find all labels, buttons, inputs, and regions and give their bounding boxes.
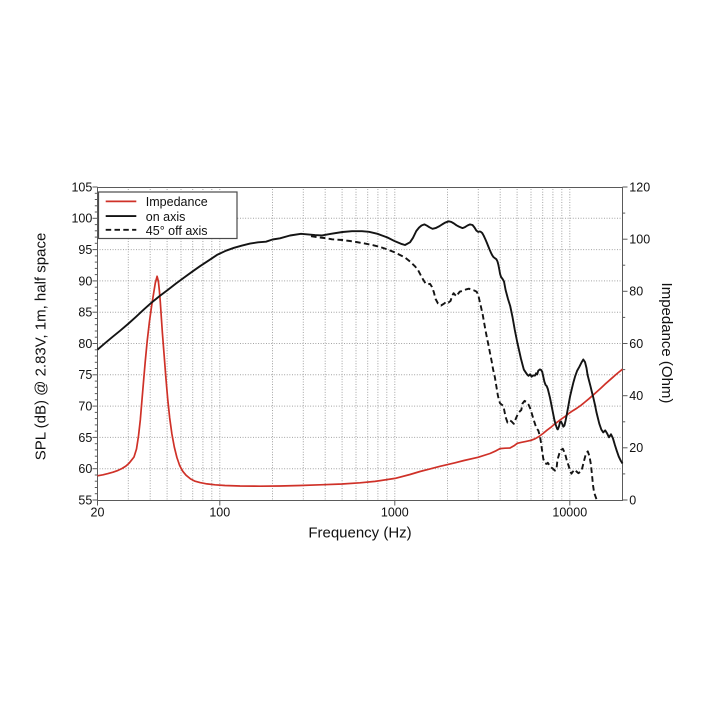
- svg-text:75: 75: [78, 368, 92, 382]
- svg-text:1000: 1000: [381, 506, 409, 520]
- svg-text:80: 80: [78, 337, 92, 351]
- svg-text:Impedance: Impedance: [146, 195, 208, 209]
- svg-text:0: 0: [629, 493, 636, 507]
- svg-text:60: 60: [629, 337, 643, 351]
- svg-text:80: 80: [629, 285, 643, 299]
- svg-text:45° off axis: 45° off axis: [146, 224, 208, 238]
- svg-text:20: 20: [91, 506, 105, 520]
- svg-text:55: 55: [78, 493, 92, 507]
- svg-text:100: 100: [71, 212, 92, 226]
- svg-text:Impedance (Ohm): Impedance (Ohm): [658, 283, 675, 404]
- svg-text:10000: 10000: [552, 506, 587, 520]
- svg-text:100: 100: [629, 233, 650, 247]
- svg-text:90: 90: [78, 274, 92, 288]
- svg-text:Frequency (Hz): Frequency (Hz): [308, 525, 411, 542]
- svg-text:100: 100: [209, 506, 230, 520]
- svg-text:95: 95: [78, 243, 92, 257]
- svg-text:60: 60: [78, 462, 92, 476]
- svg-text:70: 70: [78, 400, 92, 414]
- svg-text:85: 85: [78, 306, 92, 320]
- svg-text:20: 20: [629, 441, 643, 455]
- svg-text:120: 120: [629, 180, 650, 194]
- svg-text:SPL (dB) @ 2.83V, 1m, half spa: SPL (dB) @ 2.83V, 1m, half space: [32, 233, 49, 461]
- svg-text:40: 40: [629, 389, 643, 403]
- svg-text:65: 65: [78, 431, 92, 445]
- svg-text:105: 105: [71, 180, 92, 194]
- svg-text:on axis: on axis: [146, 210, 186, 224]
